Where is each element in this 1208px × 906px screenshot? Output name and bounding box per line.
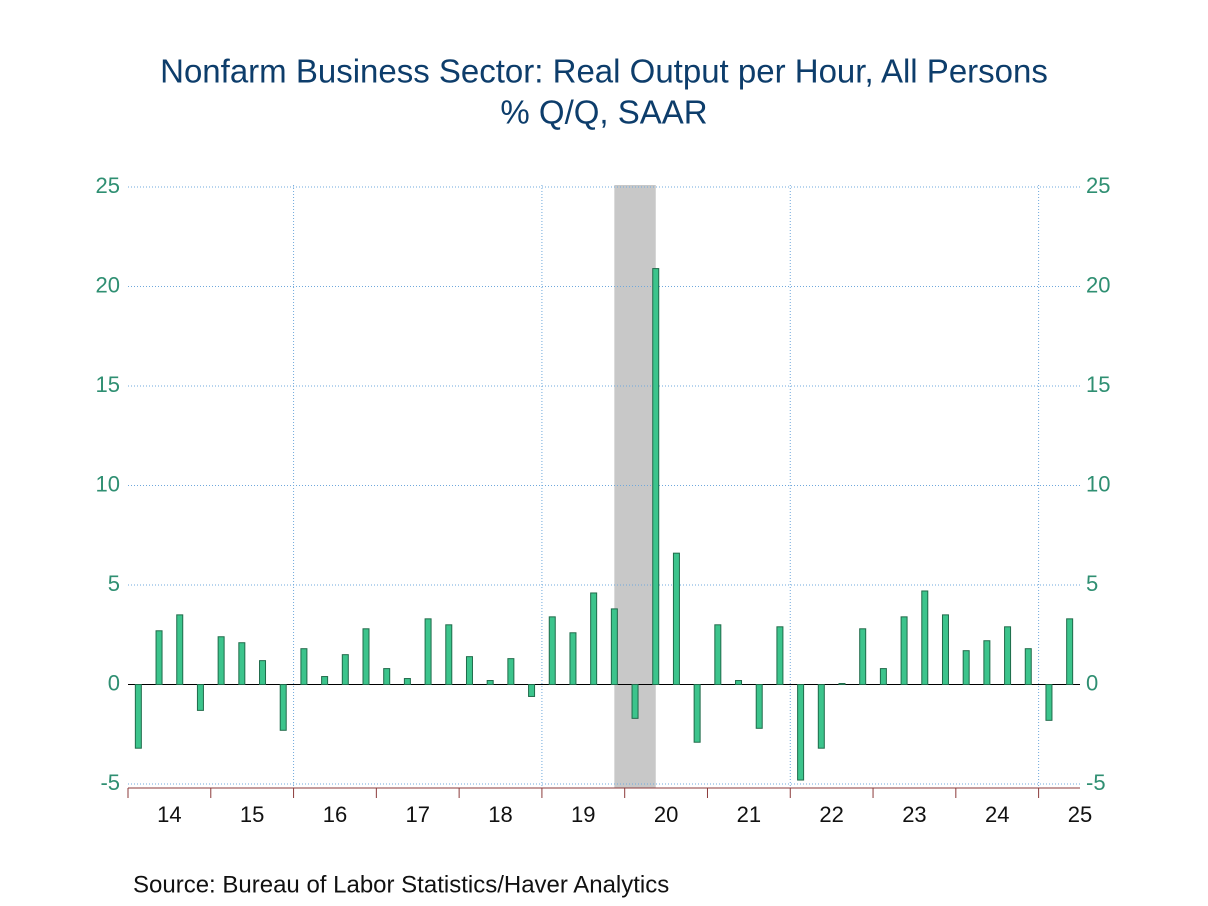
x-tick-label: 15 <box>240 802 264 827</box>
bar <box>610 608 618 686</box>
x-tick-label: 25 <box>1068 802 1092 827</box>
y-tick-label: 25 <box>96 173 120 198</box>
x-tick-label: 20 <box>654 802 678 827</box>
x-tick-label: 24 <box>985 802 1009 827</box>
x-tick-label: 22 <box>819 802 843 827</box>
bar <box>941 614 949 686</box>
y-tick-label: 10 <box>96 471 120 496</box>
bar <box>1004 626 1012 686</box>
x-tick-label: 21 <box>737 802 761 827</box>
bar <box>1066 618 1074 686</box>
bar <box>1045 684 1053 721</box>
bar <box>755 684 763 729</box>
bar <box>300 648 308 686</box>
source-note: Source: Bureau of Labor Statistics/Haver… <box>133 871 669 898</box>
y2-tick-label: -5 <box>1086 770 1106 795</box>
bar <box>797 684 805 781</box>
bar <box>134 684 142 749</box>
chart-subtitle: % Q/Q, SAAR <box>500 94 707 131</box>
y-tick-label: 5 <box>108 571 120 596</box>
bar <box>507 658 515 686</box>
x-tick-label: 14 <box>157 802 181 827</box>
bar <box>196 684 204 711</box>
bar <box>859 628 867 686</box>
x-tick-label: 18 <box>488 802 512 827</box>
bar <box>217 636 225 686</box>
x-tick-label: 16 <box>323 802 347 827</box>
chart-title: Nonfarm Business Sector: Real Output per… <box>160 53 1048 90</box>
bar <box>362 628 370 686</box>
bar <box>590 592 598 686</box>
bar <box>259 660 267 686</box>
bar <box>652 268 660 686</box>
y2-tick-label: 0 <box>1086 670 1098 695</box>
x-tick-label: 17 <box>405 802 429 827</box>
x-tick-label: 23 <box>902 802 926 827</box>
bar <box>900 616 908 686</box>
bar <box>279 684 287 731</box>
y-tick-label: -5 <box>100 770 120 795</box>
bar <box>383 668 391 686</box>
bar <box>962 650 970 686</box>
bar <box>321 676 329 686</box>
bar <box>155 630 163 686</box>
bar <box>817 684 825 749</box>
bar <box>528 684 536 697</box>
bar <box>879 668 887 686</box>
y-tick-label: 0 <box>108 670 120 695</box>
y-tick-label: 20 <box>96 272 120 297</box>
y2-tick-label: 5 <box>1086 571 1098 596</box>
y2-tick-label: 25 <box>1086 173 1110 198</box>
y2-tick-label: 20 <box>1086 272 1110 297</box>
bar <box>486 680 494 686</box>
bar <box>176 614 184 686</box>
bar <box>776 626 784 686</box>
bar <box>569 632 577 686</box>
y-tick-label: 15 <box>96 372 120 397</box>
bar <box>548 616 556 686</box>
x-tick-label: 19 <box>571 802 595 827</box>
bar <box>838 683 846 686</box>
bar <box>693 684 701 743</box>
bar <box>445 624 453 686</box>
bar <box>238 642 246 686</box>
bar <box>735 680 743 686</box>
bar <box>631 684 639 719</box>
bar <box>714 624 722 686</box>
y2-tick-label: 15 <box>1086 372 1110 397</box>
bar <box>341 654 349 686</box>
bar <box>403 678 411 686</box>
bar <box>1024 648 1032 686</box>
bar <box>983 640 991 686</box>
bar <box>465 656 473 686</box>
bar <box>921 590 929 686</box>
bar <box>424 618 432 686</box>
bar <box>672 552 680 686</box>
y2-tick-label: 10 <box>1086 471 1110 496</box>
